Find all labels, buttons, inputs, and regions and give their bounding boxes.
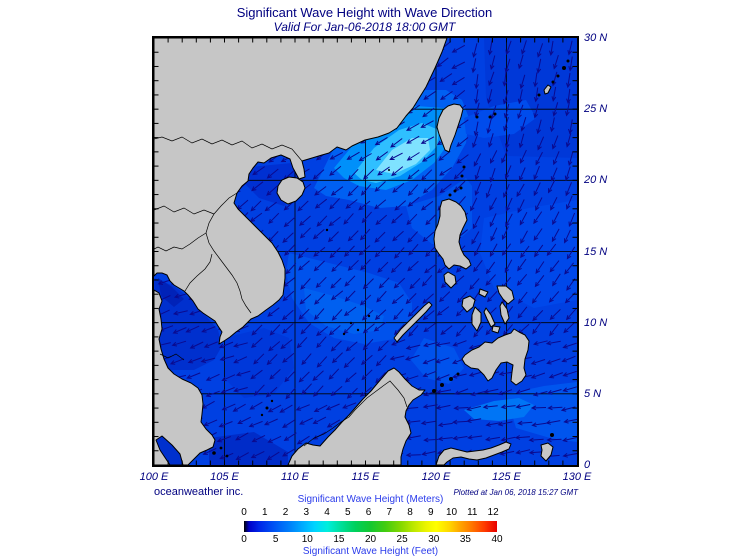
landmass-panay [461, 295, 476, 313]
landmass-mindoro [443, 271, 457, 289]
colorbar-tick-label: 5 [272, 534, 279, 545]
colorbar-tick-label: 20 [364, 534, 377, 545]
colorbar-tick-label: 11 [467, 507, 478, 518]
lon-tick-label: 125 E [492, 471, 521, 483]
plotted-timestamp: Plotted at Jan 06, 2018 15:27 GMT [453, 488, 578, 497]
landmass-sulawesi [435, 441, 512, 465]
lon-tick-label: 100 E [139, 471, 169, 483]
landmass-cebu [483, 307, 496, 328]
landmass-masbate [478, 288, 489, 298]
lon-tick-label: 130 E [562, 471, 592, 483]
colorbar-feet-ticks: 0 5 10 15 20 25 30 35 40 [241, 534, 502, 545]
landmass-mindanao [461, 328, 530, 386]
colorbar-tick-label: 12 [487, 507, 499, 518]
landmass-asia [154, 38, 448, 345]
landmass-samar [496, 285, 515, 305]
figure-subtitle: Valid For Jan-06-2018 18:00 GMT [273, 20, 456, 34]
colorbar-tick-label: 40 [491, 534, 503, 545]
colorbar-tick-label: 35 [459, 534, 471, 545]
landmass-bohol [491, 325, 501, 334]
map-frame [152, 36, 579, 467]
colorbar-gradient [244, 521, 497, 532]
colorbar-tick-label: 3 [303, 507, 310, 518]
landmass-okinawa [543, 84, 552, 95]
colorbar-tick-label: 0 [241, 534, 247, 545]
colorbar-tick-label: 8 [407, 507, 413, 518]
colorbar-tick-label: 0 [241, 507, 247, 518]
colorbar-tick-label: 2 [282, 507, 289, 518]
colorbar-tick-label: 10 [301, 534, 313, 545]
landmass-hainan [276, 176, 306, 205]
lon-tick-label: 120 E [421, 471, 451, 483]
colorbar-tick-label: 6 [365, 507, 372, 518]
landmass-malacca-strait [155, 435, 184, 465]
colorbar-tick-label: 1 [262, 507, 268, 518]
lat-tick-label: 25 N [584, 103, 608, 116]
lat-tick-label: 10 N [584, 316, 608, 329]
colorbar-tick-label: 4 [324, 507, 330, 518]
landmass-malay-peninsula [154, 289, 216, 465]
colorbar-tick-label: 9 [428, 507, 434, 518]
colorbar-meters-label: Significant Wave Height (Meters) [297, 494, 444, 505]
colorbar-tick-label: 10 [445, 507, 458, 518]
lon-tick-label: 115 E [351, 471, 380, 483]
lat-tick-label: 0 [584, 459, 591, 471]
landmass-borneo [287, 367, 426, 465]
lat-tick-label: 15 N [584, 245, 608, 258]
landmass-leyte [499, 301, 510, 325]
colorbar-meters-ticks: 0 1 2 3 4 5 6 7 8 9 10 11 12 [241, 507, 499, 518]
colorbar-tick-label: 30 [428, 534, 440, 545]
country-borders-layer [154, 136, 408, 447]
lon-tick-label: 110 E [281, 471, 309, 483]
landmass-taiwan [436, 103, 464, 153]
credit-text: oceanweather inc. [154, 486, 244, 498]
land-layer [154, 38, 554, 465]
colorbar-tick-label: 7 [386, 507, 393, 518]
colorbar-feet-label: Significant Wave Height (Feet) [302, 546, 439, 557]
frame-ticks-layer [154, 38, 577, 465]
colorbar-tick-label: 15 [333, 534, 345, 545]
lon-tick-label: 105 E [210, 471, 239, 483]
landmass-luzon [433, 198, 472, 270]
map-plot [154, 38, 577, 465]
landmass-halmahera [540, 442, 554, 462]
lat-tick-label: 20 N [584, 174, 608, 187]
landmass-negros [471, 306, 482, 332]
figure-title: Significant Wave Height with Wave Direct… [236, 5, 493, 20]
lat-tick-label: 30 N [584, 32, 608, 44]
landmass-palawan [393, 301, 433, 343]
colorbar-tick-label: 5 [345, 507, 351, 518]
colorbar-tick-label: 25 [396, 534, 408, 545]
lat-tick-label: 5 N [584, 387, 602, 400]
small-islands-layer [212, 59, 570, 458]
